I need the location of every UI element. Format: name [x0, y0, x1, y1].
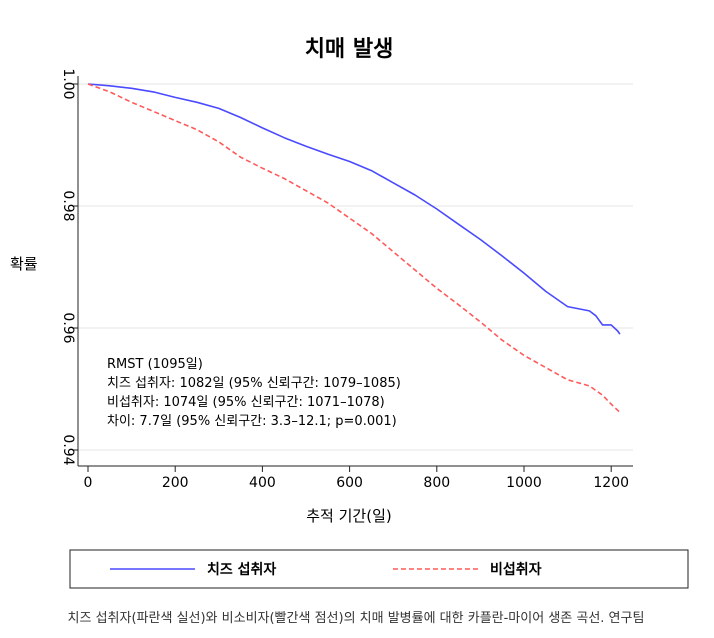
x-tick-label: 1200: [593, 475, 629, 491]
x-tick-label: 1000: [506, 475, 542, 491]
legend-box: [69, 549, 689, 589]
annotation-line-4: 차이: 7.7일 (95% 신뢰구간: 3.3–12.1; p=0.001): [107, 414, 397, 429]
y-tick-label: 1.00: [60, 68, 76, 99]
rmst-annotation: RMST (1095일) 치즈 섭취자: 1082일 (95% 신뢰구간: 10…: [107, 357, 401, 429]
legend: 치즈 섭취자 비섭취자: [69, 549, 689, 589]
legend-label-cheese: 치즈 섭취자: [207, 562, 276, 578]
y-tick-label: 0.94: [60, 434, 76, 465]
y-ticks: 0.94 0.96 0.98 1.00: [60, 68, 78, 466]
legend-label-non-cheese: 비섭취자: [490, 562, 542, 578]
series-line-non-cheese: [87, 83, 622, 414]
series-layer: [87, 83, 622, 414]
y-axis-label: 확률: [10, 255, 38, 273]
x-tick-label: 600: [336, 475, 363, 491]
grid-lines: [78, 83, 633, 451]
chart-title: 치매 발생: [305, 37, 394, 62]
x-tick-label: 200: [162, 475, 189, 491]
x-axis-label: 추적 기간(일): [306, 507, 391, 525]
annotation-line-1: RMST (1095일): [107, 357, 203, 372]
x-tick-label: 400: [249, 475, 276, 491]
y-tick-label: 0.96: [60, 312, 76, 343]
figure-caption: 치즈 섭취자(파란색 실선)와 비소비자(빨간색 점선)의 치매 발병률에 대한…: [68, 611, 645, 626]
y-tick-label: 0.98: [60, 190, 76, 221]
series-line-cheese: [87, 83, 621, 335]
x-ticks: 0 200 400 600 800 1000 1200: [84, 466, 629, 491]
x-tick-label: 800: [423, 475, 450, 491]
annotation-line-2: 치즈 섭취자: 1082일 (95% 신뢰구간: 1079–1085): [107, 376, 401, 391]
x-tick-label: 0: [84, 475, 93, 491]
annotation-line-3: 비섭취자: 1074일 (95% 신뢰구간: 1071–1078): [107, 395, 385, 410]
